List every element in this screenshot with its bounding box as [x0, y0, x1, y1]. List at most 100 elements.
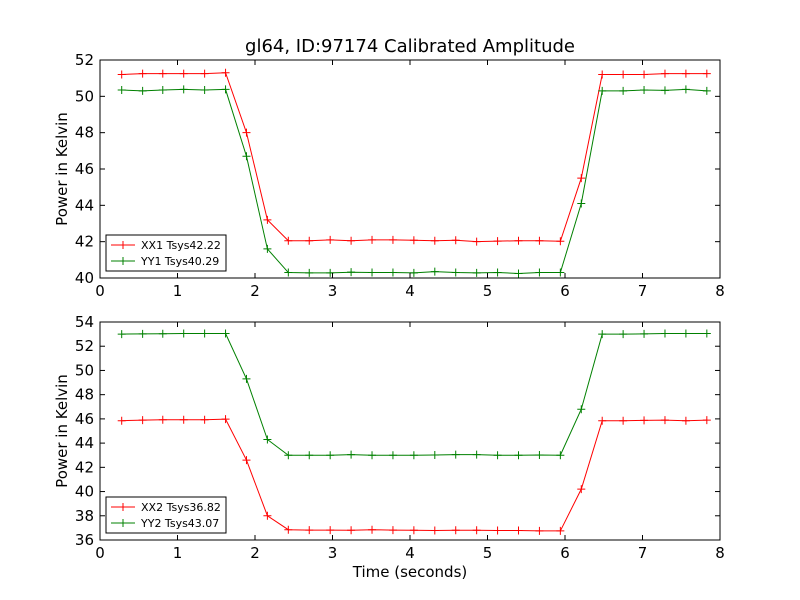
y-tick-label: 52	[75, 51, 94, 69]
y-tick-label: 50	[75, 87, 94, 105]
data-point	[284, 236, 293, 245]
data-point	[326, 268, 335, 277]
data-point	[305, 451, 314, 460]
data-point	[535, 268, 544, 277]
data-point	[514, 236, 523, 245]
data-point	[117, 85, 126, 94]
data-point	[326, 235, 335, 244]
x-tick-label: 0	[95, 282, 105, 300]
data-point	[598, 70, 607, 79]
x-tick-label: 1	[173, 282, 183, 300]
data-point	[326, 451, 335, 460]
data-point	[640, 85, 649, 94]
y-tick-label: 40	[75, 269, 94, 287]
x-tick-label: 1	[173, 544, 183, 562]
data-point	[681, 85, 690, 94]
chart-title: gl64, ID:97174 Calibrated Amplitude	[245, 36, 575, 57]
top-plot: 0 1 2 3 4 5 6 7 8 40 42 44 46 48 50 52 Power in Kelvin XX…	[53, 51, 725, 300]
data-point	[158, 69, 167, 78]
data-point	[472, 526, 481, 535]
data-point	[409, 268, 418, 277]
x-tick-label: 4	[405, 282, 415, 300]
data-point	[472, 268, 481, 277]
data-point	[284, 525, 293, 534]
data-point	[556, 237, 565, 246]
data-point	[556, 526, 565, 535]
data-point	[221, 415, 230, 424]
data-point	[179, 85, 188, 94]
data-point	[619, 70, 628, 79]
x-tick-label: 8	[715, 544, 725, 562]
legend-label: XX2 Tsys36.82	[141, 501, 221, 514]
data-point	[451, 268, 460, 277]
y-tick-label: 44	[75, 434, 94, 452]
data-point	[535, 526, 544, 535]
x-tick-label: 3	[328, 544, 338, 562]
data-point	[430, 450, 439, 459]
data-point	[138, 86, 147, 95]
y-tick-label: 36	[75, 531, 94, 549]
data-point	[640, 70, 649, 79]
data-point	[368, 268, 377, 277]
legend-box	[105, 234, 227, 272]
data-point	[305, 526, 314, 535]
series-1	[117, 415, 711, 535]
y-tick-label: 46	[75, 160, 94, 178]
data-point	[263, 215, 272, 224]
data-point	[577, 174, 586, 183]
data-point	[660, 69, 669, 78]
data-point	[179, 415, 188, 424]
data-point	[577, 199, 586, 208]
data-point	[368, 525, 377, 534]
data-point	[702, 86, 711, 95]
data-point	[556, 268, 565, 277]
data-point	[430, 236, 439, 245]
data-point	[598, 330, 607, 339]
data-point	[117, 416, 126, 425]
data-point	[409, 236, 418, 245]
data-point	[305, 236, 314, 245]
data-point	[472, 237, 481, 246]
x-tick-label: 2	[250, 544, 260, 562]
data-point	[242, 456, 251, 465]
data-point	[284, 451, 293, 460]
series-2	[117, 85, 711, 278]
data-point	[660, 329, 669, 338]
y-axis-label: Power in Kelvin	[53, 374, 71, 488]
data-point	[221, 329, 230, 338]
y-tick-label: 44	[75, 196, 94, 214]
x-tick-label: 2	[250, 282, 260, 300]
data-point	[138, 329, 147, 338]
x-tick-label: 4	[405, 544, 415, 562]
data-point	[158, 85, 167, 94]
data-point	[577, 485, 586, 494]
data-point	[451, 236, 460, 245]
legend-box	[105, 496, 227, 534]
legend-marker	[119, 241, 127, 249]
data-point	[598, 86, 607, 95]
data-point	[598, 416, 607, 425]
y-tick-label: 46	[75, 410, 94, 428]
data-point	[326, 526, 335, 535]
data-point	[660, 86, 669, 95]
data-point	[368, 235, 377, 244]
data-point	[200, 329, 209, 338]
x-tick-label: 6	[560, 544, 570, 562]
x-tick-label: 6	[560, 282, 570, 300]
x-tick-label: 5	[483, 544, 493, 562]
data-point	[493, 237, 502, 246]
data-point	[347, 236, 356, 245]
x-tick-label: 7	[638, 544, 648, 562]
data-point	[619, 86, 628, 95]
x-tick-label: 7	[638, 282, 648, 300]
x-tick-label: 5	[483, 282, 493, 300]
data-point	[640, 416, 649, 425]
data-point	[242, 152, 251, 161]
data-point	[221, 68, 230, 77]
data-point	[535, 450, 544, 459]
legend-marker	[119, 503, 127, 511]
data-point	[117, 330, 126, 339]
data-point	[305, 268, 314, 277]
data-point	[138, 69, 147, 78]
data-point	[451, 450, 460, 459]
